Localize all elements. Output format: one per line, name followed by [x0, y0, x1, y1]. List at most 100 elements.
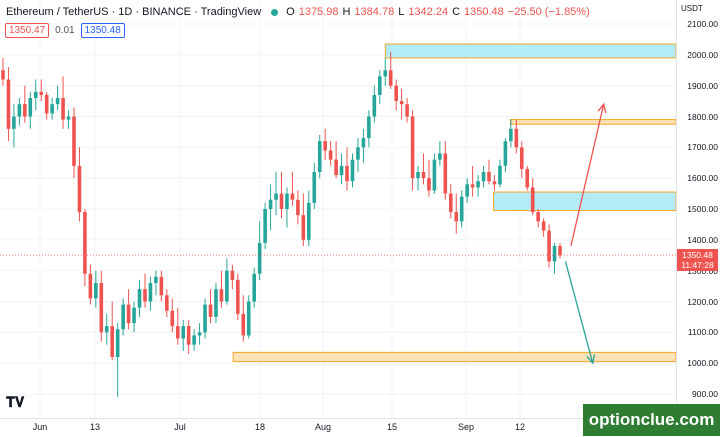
countdown-value: 11:47:28	[681, 260, 714, 271]
candle-body	[175, 326, 180, 339]
candle-body	[137, 289, 142, 308]
candle-body	[470, 184, 475, 188]
close-value: 1350.48	[464, 6, 504, 18]
candle-body	[77, 165, 82, 213]
candle-body	[525, 168, 530, 188]
candle-body	[132, 307, 136, 324]
candle-body	[274, 193, 278, 200]
candle-body	[143, 289, 147, 302]
time-tick-label: Sep	[457, 422, 475, 432]
open-value: 1375.98	[298, 6, 339, 18]
candle-body	[399, 101, 404, 105]
candle-body	[94, 283, 98, 299]
candle-body	[498, 165, 502, 185]
zone-rect	[384, 43, 676, 59]
candle-body	[307, 202, 311, 240]
candle-body	[323, 141, 327, 151]
candle-body	[246, 301, 251, 336]
candle-body	[339, 165, 344, 176]
candle-body	[214, 289, 218, 317]
last-price-tag: 1350.48 11:47:28	[677, 249, 718, 272]
price-tick-label: 2100.00	[687, 19, 718, 29]
price-axis[interactable]: USDT 2100.00 2000.00 1900.00 1800.00 1700.00…	[676, 0, 720, 418]
candle-body	[481, 172, 486, 182]
candle-body	[192, 335, 196, 345]
candle-body	[432, 159, 437, 191]
candle-body	[547, 230, 551, 262]
candle-body	[388, 70, 393, 86]
candle-body	[530, 187, 535, 213]
last-price-value: 1350.48	[682, 250, 713, 261]
zone-rect	[509, 119, 676, 125]
candle-body	[410, 116, 415, 179]
candle-body	[312, 172, 317, 203]
candle-body	[115, 329, 120, 357]
time-tick-label: Jul	[174, 422, 186, 432]
tradingview-logo-icon[interactable]: 𝐓𝐕	[6, 394, 25, 410]
candle-body	[476, 181, 480, 188]
price-tick-label: 1000.00	[687, 358, 718, 369]
buy-button[interactable]: 1350.48	[80, 23, 125, 38]
close-label: C	[452, 6, 461, 18]
low-value: 1342.24	[408, 6, 449, 18]
candle-body	[279, 193, 284, 209]
candle-body	[427, 178, 431, 191]
candle-body	[487, 172, 491, 182]
candle-body	[148, 283, 153, 302]
open-label: O	[286, 6, 295, 18]
candle-body	[170, 310, 175, 327]
price-chart[interactable]	[0, 0, 676, 418]
candle-body	[88, 273, 93, 299]
candle-body	[104, 326, 109, 333]
candle-body	[356, 147, 360, 160]
candle-body	[443, 153, 448, 194]
candle-body	[66, 116, 71, 120]
candle-body	[23, 104, 27, 117]
candle-body	[181, 326, 186, 339]
candle-body	[405, 104, 409, 117]
candle-body	[236, 279, 240, 314]
candle-body	[328, 150, 333, 160]
symbol-title: Ethereum / TetherUS · 1D · BINANCE · Tra…	[6, 6, 262, 18]
trade-badges: 1350.47 0.01 1350.48	[5, 23, 125, 38]
low-label: L	[398, 6, 405, 18]
arrow-head-icon	[586, 354, 596, 365]
candle-body	[203, 304, 207, 333]
candle-body	[317, 141, 322, 172]
zone-rect	[492, 191, 676, 212]
candle-body	[50, 104, 54, 114]
candle-body	[72, 116, 76, 166]
candle-body	[121, 304, 125, 330]
candle-body	[33, 91, 38, 98]
arrow-head-icon	[597, 102, 607, 114]
candle-body	[61, 98, 65, 120]
candle-body	[12, 116, 16, 129]
price-tick-label: 1500.00	[687, 204, 718, 214]
candle-body	[416, 172, 420, 179]
candle-body	[39, 91, 44, 95]
candle-body	[197, 332, 202, 336]
candle-body	[367, 116, 371, 139]
price-tick-label: 1200.00	[687, 296, 718, 307]
candle-body	[225, 270, 229, 302]
candle-body	[383, 70, 388, 77]
candle-body	[6, 79, 11, 129]
time-tick-label: Aug	[314, 422, 332, 432]
time-tick-label: 18	[254, 422, 266, 432]
currency-label: USDT	[681, 4, 703, 13]
price-tick-label: 2000.00	[687, 49, 718, 60]
candle-body	[154, 276, 158, 283]
sell-button[interactable]: 1350.47	[5, 23, 50, 38]
candle-body	[126, 304, 131, 324]
candle-body	[438, 153, 442, 160]
price-tick-label: 1700.00	[687, 142, 718, 153]
time-axis[interactable]: Jun 13 Jul 18 Aug 15 Sep 12	[0, 418, 676, 437]
candle-body	[301, 215, 306, 240]
candle-body	[552, 246, 557, 262]
price-tick-label: 1800.00	[687, 111, 718, 122]
candle-body	[17, 104, 22, 117]
time-tick-label: 13	[89, 422, 101, 432]
trend-arrow-line	[570, 104, 605, 247]
candle-body	[377, 76, 382, 95]
trend-arrow-line	[564, 261, 594, 364]
